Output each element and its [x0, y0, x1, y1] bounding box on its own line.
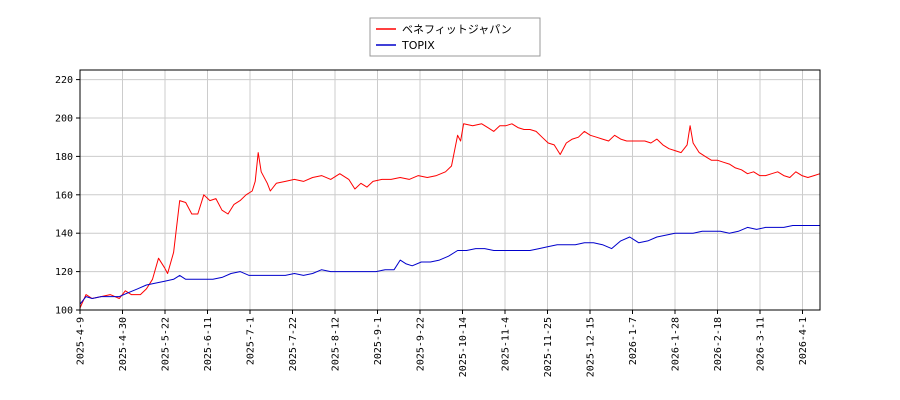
x-tick-label: 2025-7-1: [246, 317, 257, 365]
x-tick-label: 2026-4-1: [798, 317, 809, 365]
x-tick-label: 2025-8-12: [331, 317, 342, 371]
x-tick-label: 2025-12-15: [586, 317, 597, 377]
legend-label-0: ベネフィットジャパン: [402, 23, 512, 36]
y-tick-label: 200: [55, 114, 73, 125]
series-line-0: [79, 123, 821, 309]
y-axis: 100 120 140 160 180 200 220: [55, 75, 80, 317]
y-tick-label: 140: [55, 229, 73, 240]
legend-box: [369, 17, 541, 57]
x-axis: 2025-4-9 2025-4-30 2025-5-22 2025-6-11 2025-…: [76, 310, 809, 377]
y-tick-label: 180: [55, 152, 73, 163]
x-tick-label: 2025-7-22: [288, 317, 299, 371]
x-tick-label: 2025-6-11: [203, 317, 214, 371]
y-tick-label: 100: [55, 306, 73, 317]
y-tick-label: 120: [55, 267, 73, 278]
x-tick-label: 2025-5-22: [161, 317, 172, 371]
x-tick-label: 2026-3-11: [756, 317, 767, 371]
series-line-1: [79, 225, 820, 305]
x-tick-label: 2025-9-1: [373, 317, 384, 365]
x-tick-label: 2025-10-14: [458, 317, 469, 377]
y-tick-label: 220: [55, 75, 73, 86]
x-tick-label: 2025-11-25: [543, 317, 554, 377]
x-tick-label: 2025-4-30: [118, 317, 129, 371]
y-tick-label: 160: [55, 190, 73, 201]
series-layer: [79, 123, 821, 309]
x-tick-label: 2026-1-28: [671, 317, 682, 371]
x-tick-label: 2025-4-9: [76, 317, 87, 365]
x-tick-label: 2026-2-18: [713, 317, 724, 371]
x-tick-label: 2025-9-22: [416, 317, 427, 371]
plot-frame: [79, 69, 821, 311]
x-tick-label: 2026-1-7: [628, 317, 639, 365]
legend-label-1: TOPIX: [401, 39, 435, 52]
x-tick-label: 2025-11-4: [501, 317, 512, 371]
grid: [79, 70, 820, 311]
legend: ベネフィットジャパン TOPIX: [369, 17, 541, 57]
